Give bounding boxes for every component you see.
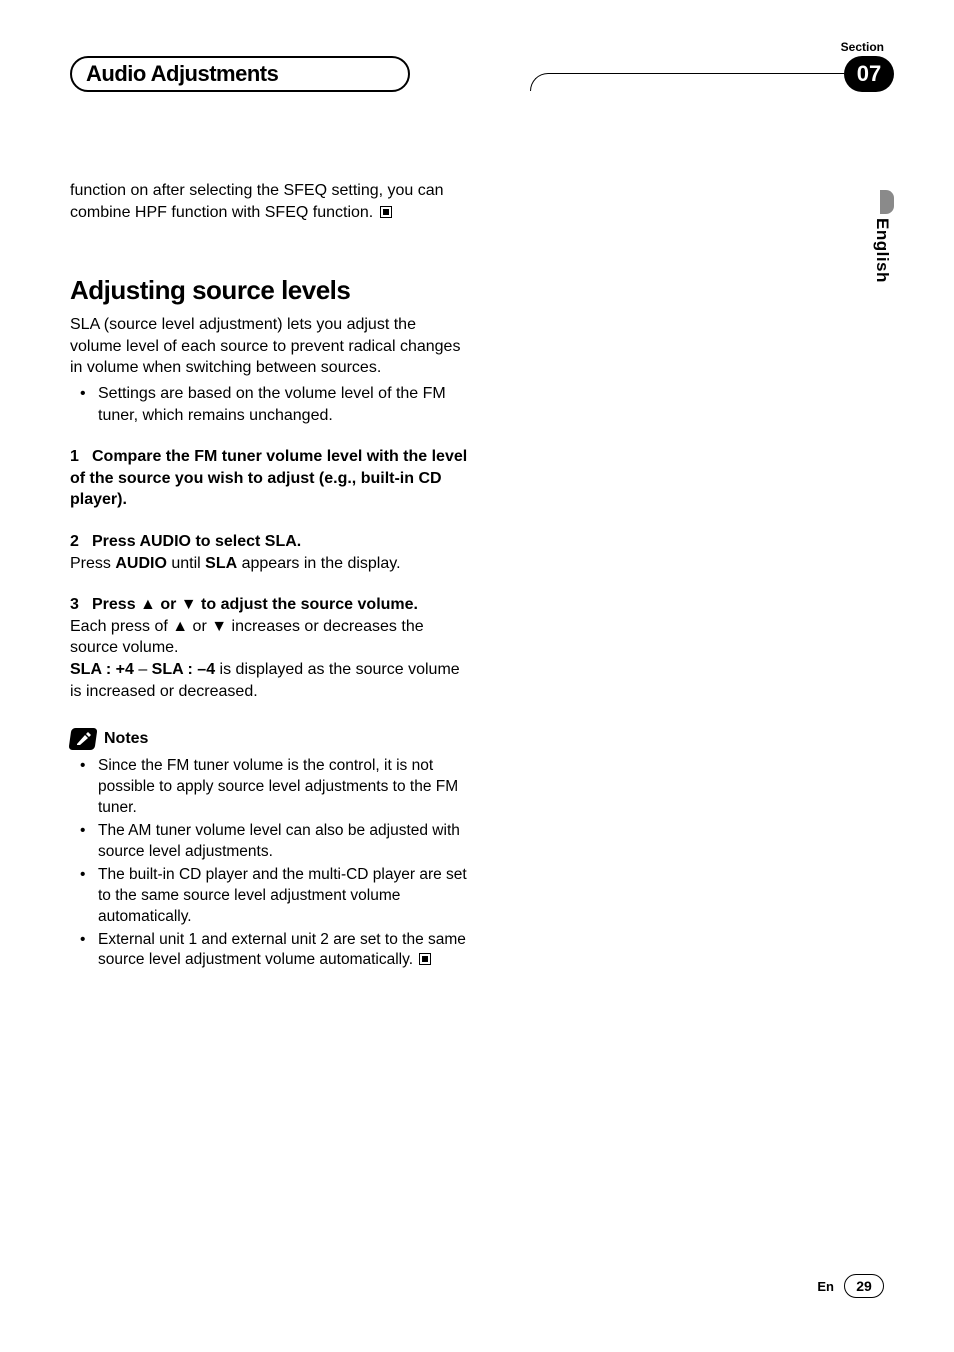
section-number-badge: 07 <box>844 56 894 92</box>
list-item: Settings are based on the volume level o… <box>70 383 470 426</box>
text: until <box>167 555 205 572</box>
step-3: 3Press ▲ or ▼ to adjust the source volum… <box>70 594 470 702</box>
step-body: SLA : +4 – SLA : –4 is displayed as the … <box>70 659 470 702</box>
intro-paragraph: function on after selecting the SFEQ set… <box>70 180 470 223</box>
language-tab-label: English <box>872 218 892 283</box>
section-label: Section <box>841 40 884 54</box>
section-heading: Adjusting source levels <box>70 273 470 308</box>
step-title: Compare the FM tuner volume level with t… <box>70 448 467 508</box>
chapter-title: Audio Adjustments <box>86 61 278 87</box>
step-1: 1Compare the FM tuner volume level with … <box>70 446 470 511</box>
section-bullets: Settings are based on the volume level o… <box>70 383 470 426</box>
step-number: 2 <box>70 531 92 553</box>
notes-block: Notes Since the FM tuner volume is the c… <box>70 728 470 971</box>
text: appears in the display. <box>237 555 400 572</box>
range-min: SLA : +4 <box>70 661 134 678</box>
list-item: The AM tuner volume level can also be ad… <box>70 821 470 863</box>
notes-header: Notes <box>70 728 470 750</box>
step-number: 3 <box>70 594 92 616</box>
text: – <box>134 661 152 678</box>
page-footer: En 29 <box>817 1274 884 1298</box>
step-title: Press AUDIO to select SLA. <box>92 533 301 550</box>
page-header: Audio Adjustments 07 <box>70 56 894 102</box>
step-heading: 2Press AUDIO to select SLA. <box>70 531 470 553</box>
step-2: 2Press AUDIO to select SLA. Press AUDIO … <box>70 531 470 574</box>
footer-lang-code: En <box>817 1279 834 1294</box>
list-item: The built-in CD player and the multi-CD … <box>70 865 470 928</box>
notes-list: Since the FM tuner volume is the control… <box>70 756 470 971</box>
end-of-topic-icon <box>380 206 392 218</box>
step-heading: 1Compare the FM tuner volume level with … <box>70 446 470 511</box>
range-max: SLA : –4 <box>152 661 215 678</box>
keyword-sla: SLA <box>205 555 237 572</box>
page-number: 29 <box>844 1274 884 1298</box>
page: Section Audio Adjustments 07 English fun… <box>0 0 954 1352</box>
language-tab: English <box>872 190 894 310</box>
step-body: Press AUDIO until SLA appears in the dis… <box>70 553 470 575</box>
list-item: External unit 1 and external unit 2 are … <box>70 930 470 972</box>
end-of-topic-icon <box>419 953 431 965</box>
section-lead: SLA (source level adjustment) lets you a… <box>70 314 470 379</box>
header-rule <box>530 73 844 75</box>
chapter-pill: Audio Adjustments <box>70 56 410 92</box>
text: External unit 1 and external unit 2 are … <box>98 931 466 969</box>
step-title: Press ▲ or ▼ to adjust the source volume… <box>92 596 418 613</box>
list-item: Since the FM tuner volume is the control… <box>70 756 470 819</box>
content-column: function on after selecting the SFEQ set… <box>70 180 470 973</box>
keyword-audio: AUDIO <box>115 555 167 572</box>
step-body: Each press of ▲ or ▼ increases or decrea… <box>70 616 470 659</box>
step-heading: 3Press ▲ or ▼ to adjust the source volum… <box>70 594 470 616</box>
pencil-icon <box>68 728 97 750</box>
step-number: 1 <box>70 446 92 468</box>
text: Press <box>70 555 115 572</box>
notes-label: Notes <box>104 728 148 750</box>
language-tab-indicator <box>880 190 894 214</box>
